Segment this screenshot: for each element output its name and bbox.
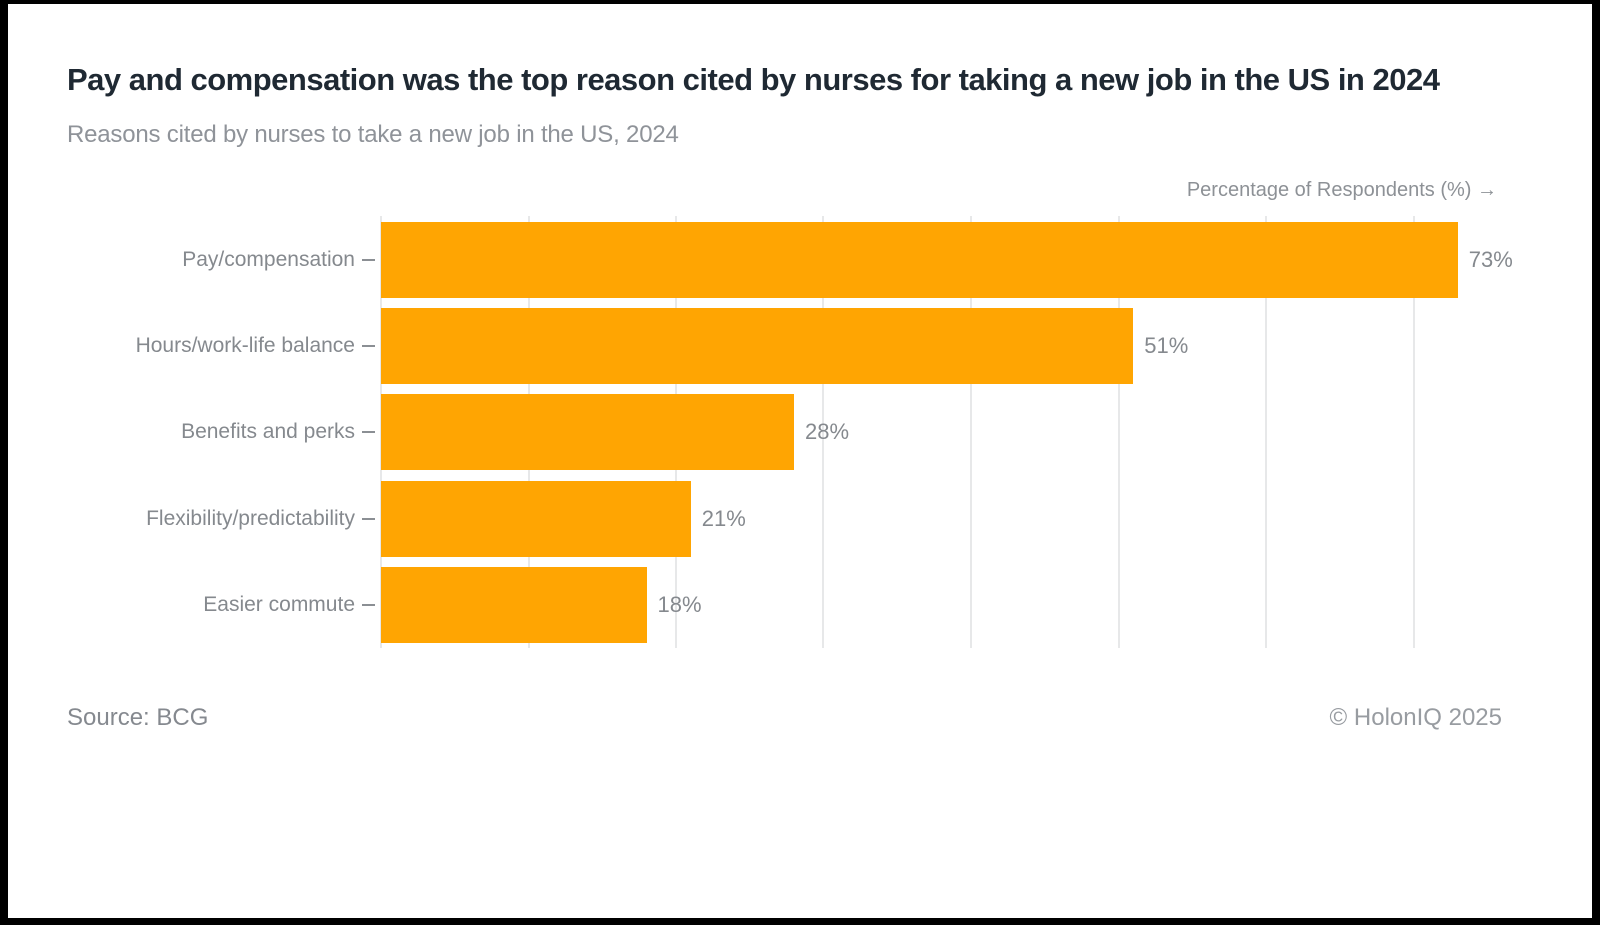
bar-area: 21% [381, 476, 1502, 562]
axis-tick [362, 431, 375, 434]
bar-value-label: 21% [701, 505, 746, 531]
bar-chart: Pay/compensation 73% Hours/work-life balan… [67, 216, 1513, 649]
chart-footer: Source: BCG © HolonIQ 2025 [67, 704, 1502, 732]
bar-row: Pay/compensation 73% [67, 216, 1513, 302]
category-label: Easier commute [203, 593, 355, 617]
category-label: Hours/work-life balance [135, 334, 355, 358]
gridline [970, 216, 972, 649]
bar-value-label: 18% [657, 592, 702, 618]
bar [381, 394, 794, 471]
bar-area: 51% [381, 303, 1502, 389]
axis-tick [362, 258, 375, 261]
category-label: Pay/compensation [182, 247, 355, 271]
chart-subtitle: Reasons cited by nurses to take a new jo… [67, 121, 679, 149]
bar-row: Flexibility/predictability 21% [67, 476, 1502, 562]
bar-row: Benefits and perks 28% [67, 389, 1502, 475]
category-label-cell: Flexibility/predictability [67, 476, 381, 562]
category-label-cell: Benefits and perks [67, 389, 381, 475]
category-label: Benefits and perks [181, 420, 355, 444]
source-label: Source: BCG [67, 704, 209, 732]
gridline [1117, 216, 1120, 649]
axis-tick [362, 604, 375, 607]
bar-area: 18% [381, 562, 1502, 648]
axis-tick [362, 345, 375, 348]
chart-title: Pay and compensation was the top reason … [67, 62, 1440, 97]
category-label-cell: Hours/work-life balance [67, 303, 381, 389]
axis-tick [362, 517, 375, 520]
bar-value-label: 28% [805, 419, 850, 445]
gridline [822, 216, 825, 649]
bar-rows: Pay/compensation 73% Hours/work-life balan… [67, 216, 1513, 648]
bar [381, 221, 1458, 298]
bar-value-label: 73% [1468, 246, 1513, 272]
bar-row: Hours/work-life balance 51% [67, 303, 1502, 389]
bar-row: Easier commute 18% [67, 562, 1502, 648]
bar [381, 480, 691, 557]
bar [381, 308, 1134, 385]
category-label-cell: Easier commute [67, 562, 381, 648]
category-label-cell: Pay/compensation [67, 216, 381, 302]
copyright-label: © HolonIQ 2025 [1329, 704, 1502, 732]
bar-area: 28% [381, 389, 1502, 475]
bar [381, 567, 647, 644]
gridline [1264, 216, 1267, 649]
bar-area: 73% [381, 216, 1513, 302]
gridline [1412, 216, 1415, 649]
x-axis-label: Percentage of Respondents (%) → [1186, 179, 1497, 202]
category-label: Flexibility/predictability [146, 506, 355, 530]
bar-value-label: 51% [1144, 333, 1189, 359]
